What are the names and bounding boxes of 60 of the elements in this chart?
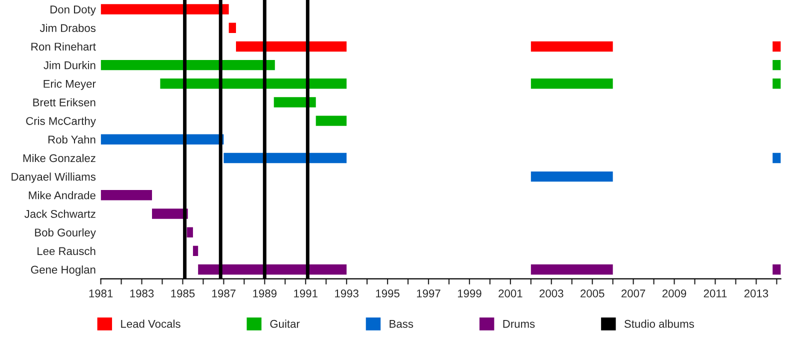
x-tick-label: 1983 (130, 290, 154, 298)
y-tick-label: Rob Yahn (48, 135, 96, 144)
y-tick-label: Eric Meyer (44, 80, 96, 90)
bar (772, 60, 781, 70)
bar (100, 134, 224, 145)
x-tick-label: 2009 (662, 290, 686, 298)
y-tick-label: Jack Schwartz (24, 210, 96, 218)
x-tick-label: 2003 (540, 290, 564, 298)
legend-label: Studio albums (624, 320, 694, 328)
y-tick-label: Danyael Williams (12, 172, 96, 183)
legend-label: Lead Vocals (121, 320, 180, 328)
bar (100, 60, 275, 70)
y-tick-label: Gene Hoglan (31, 265, 96, 276)
x-tick-label: 1989 (253, 290, 276, 298)
bar (236, 41, 347, 52)
bar (228, 22, 236, 33)
bar (186, 227, 193, 238)
x-tick-label: 1985 (171, 290, 195, 298)
y-tick-label: Cris McCarthy (26, 116, 96, 128)
x-tick-label: 2001 (498, 290, 522, 298)
bar (530, 264, 613, 275)
bar (316, 116, 347, 126)
y-tick-label: Jim Drabos (40, 24, 96, 32)
bar (160, 78, 347, 89)
bar (100, 190, 152, 200)
x-tick-label: 2013 (744, 290, 768, 298)
x-tick-label: 1997 (417, 290, 440, 298)
x-tick-label: 1987 (212, 290, 236, 298)
x-tick-label: 1991 (294, 290, 318, 298)
bar (772, 41, 781, 52)
x-tick-label: 1981 (89, 290, 113, 298)
bar (198, 264, 347, 275)
bar (274, 97, 316, 108)
bar (192, 246, 198, 256)
bar (100, 4, 229, 14)
y-tick-label: Jim Durkin (44, 61, 96, 70)
y-tick-label: Ron Rinehart (31, 42, 96, 51)
y-tick-label: Brett Eriksen (33, 98, 96, 106)
bar (772, 78, 781, 89)
x-tick-label: 2005 (580, 290, 604, 298)
y-tick-label: Don Doty (50, 6, 96, 16)
x-tick-label: 2007 (622, 290, 646, 298)
bar (772, 264, 781, 275)
legend-label: Bass (390, 320, 414, 328)
y-tick-label: Mike Gonzalez (23, 154, 96, 162)
x-tick-label: 2011 (704, 290, 727, 298)
x-tick-label: 1999 (458, 290, 482, 298)
x-tick-label: 1995 (376, 290, 400, 298)
x-tick-label: 1993 (335, 290, 358, 298)
y-tick-label: Mike Andrade (28, 191, 96, 200)
y-tick-label: Lee Rausch (38, 246, 96, 256)
bar (530, 171, 613, 182)
bar (530, 41, 613, 52)
bar (772, 152, 781, 164)
legend-label: Drums (503, 320, 535, 328)
bar (224, 152, 347, 164)
y-tick-label: Bob Gourley (35, 228, 96, 239)
bar (152, 208, 188, 219)
bar (530, 78, 613, 89)
legend-label: Guitar (270, 320, 300, 328)
